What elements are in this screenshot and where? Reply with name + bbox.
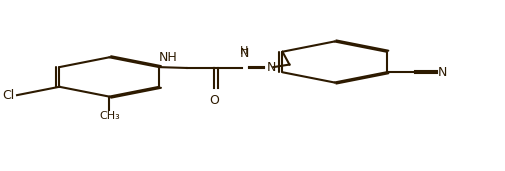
Text: N: N: [267, 61, 276, 75]
Text: N: N: [240, 47, 249, 60]
Text: CH₃: CH₃: [99, 111, 120, 121]
Text: O: O: [210, 94, 219, 107]
Text: H: H: [240, 46, 248, 56]
Text: N: N: [438, 66, 447, 79]
Text: Cl: Cl: [2, 89, 15, 102]
Text: NH: NH: [159, 51, 177, 64]
